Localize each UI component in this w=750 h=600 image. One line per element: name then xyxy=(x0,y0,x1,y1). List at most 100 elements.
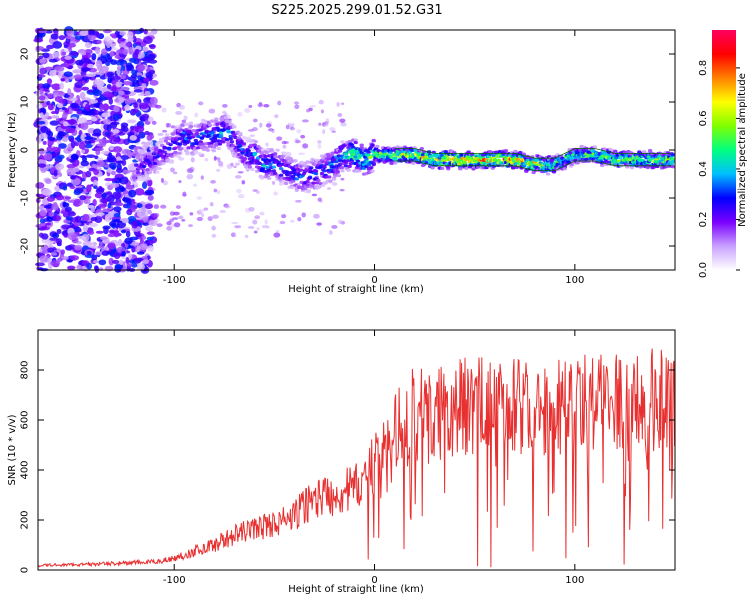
heatmap-cell xyxy=(48,211,55,218)
heatmap-cell xyxy=(80,133,87,141)
heatmap-cell xyxy=(211,225,216,231)
heatmap-cell xyxy=(518,150,523,155)
heatmap-cell xyxy=(121,159,127,166)
heatmap-cell xyxy=(92,132,102,137)
heatmap-cell xyxy=(149,79,159,86)
heatmap-cell xyxy=(95,212,105,217)
heatmap-cell xyxy=(272,152,278,156)
colorbar-label: Normalized spectral amplitude xyxy=(737,73,748,227)
heatmap-cell xyxy=(40,168,47,173)
heatmap-cell xyxy=(211,127,217,131)
heatmap-cell xyxy=(339,188,345,192)
heatmap-cell xyxy=(147,170,153,174)
heatmap-cell xyxy=(252,152,257,156)
heatmap-cell xyxy=(247,226,255,229)
heatmap-cell xyxy=(178,180,182,184)
heatmap-cell xyxy=(116,156,122,161)
heatmap-cell xyxy=(49,69,57,77)
heatmap-cell xyxy=(272,180,276,185)
heatmap-cell xyxy=(47,136,56,141)
heatmap-cell xyxy=(221,140,226,144)
heatmap-cell xyxy=(128,189,137,198)
heatmap-cell xyxy=(218,133,224,138)
heatmap-cell xyxy=(46,146,53,152)
heatmap-cell xyxy=(353,155,358,159)
heatmap-cell xyxy=(72,69,82,74)
heatmap-cell xyxy=(165,122,170,128)
heatmap-cell xyxy=(264,172,269,176)
heatmap-cell xyxy=(283,181,289,186)
heatmap-cell xyxy=(42,140,47,145)
heatmap-cell xyxy=(369,165,374,170)
heatmap-cell xyxy=(124,90,131,95)
heatmap-cell xyxy=(297,185,302,189)
heatmap-cell xyxy=(155,170,160,174)
heatmap-cell xyxy=(40,125,49,133)
heatmap-cell xyxy=(160,177,164,183)
heatmap-cell xyxy=(293,159,298,163)
heatmap-cell xyxy=(211,233,217,238)
heatmap-cell xyxy=(337,149,343,153)
heatmap-cell xyxy=(95,230,104,234)
heatmap-cell xyxy=(233,135,238,140)
heatmap-cell xyxy=(645,165,650,169)
heatmap-cell xyxy=(327,175,332,179)
heatmap-cell xyxy=(317,140,322,144)
heatmap-cell xyxy=(296,129,302,134)
heatmap-cell xyxy=(70,175,76,180)
heatmap-cell xyxy=(67,88,72,96)
heatmap-cell xyxy=(111,259,120,264)
heatmap-cell xyxy=(249,134,255,137)
heatmap-cell xyxy=(41,233,49,240)
heatmap-cell xyxy=(337,162,343,166)
heatmap-cell xyxy=(337,219,343,225)
heatmap-cell xyxy=(111,177,118,182)
spectrogram-y-ticks: -20 -10 0 10 20 xyxy=(20,48,675,254)
heatmap-cell xyxy=(176,155,182,159)
heatmap-cell xyxy=(149,167,154,171)
heatmap-cell xyxy=(62,185,68,191)
heatmap-cell xyxy=(273,191,279,196)
heatmap-cell xyxy=(340,169,345,173)
y-tick-label: -20 xyxy=(20,238,31,254)
heatmap-cell xyxy=(297,216,302,222)
heatmap-cell xyxy=(227,130,232,134)
heatmap-cell xyxy=(64,107,70,113)
heatmap-cell xyxy=(211,149,217,153)
heatmap-cell xyxy=(419,146,425,151)
heatmap-cell xyxy=(133,181,139,188)
heatmap-cell xyxy=(109,121,118,129)
y-tick-label: 0 xyxy=(20,147,31,153)
heatmap-cell xyxy=(226,141,231,145)
heatmap-cell xyxy=(45,178,52,184)
heatmap-cell xyxy=(67,244,77,250)
heatmap-cell xyxy=(84,140,92,145)
heatmap-cell xyxy=(224,204,231,209)
heatmap-cell xyxy=(132,174,137,181)
heatmap-cell xyxy=(43,204,54,209)
heatmap-cell xyxy=(55,194,64,201)
heatmap-cell xyxy=(82,225,89,232)
heatmap-cell xyxy=(95,46,101,55)
heatmap-cell xyxy=(188,132,194,136)
heatmap-cell xyxy=(146,236,154,241)
heatmap-cell xyxy=(86,262,93,270)
heatmap-cell xyxy=(340,122,347,127)
heatmap-cell xyxy=(246,149,251,153)
heatmap-cell xyxy=(50,260,61,267)
heatmap-cell xyxy=(186,174,194,180)
heatmap-cell xyxy=(265,142,269,147)
heatmap-cell xyxy=(248,206,255,212)
heatmap-cell xyxy=(68,40,78,45)
heatmap-cell xyxy=(317,184,322,188)
heatmap-cell xyxy=(127,31,134,39)
heatmap-cell xyxy=(56,154,65,160)
heatmap-cell xyxy=(545,172,551,176)
heatmap-cell xyxy=(313,213,320,219)
heatmap-cell xyxy=(370,169,375,173)
heatmap-cell xyxy=(53,169,58,177)
heatmap-cell xyxy=(72,167,80,173)
heatmap-cell xyxy=(122,81,133,86)
heatmap-cell xyxy=(253,230,258,234)
heatmap-cell xyxy=(316,222,322,226)
